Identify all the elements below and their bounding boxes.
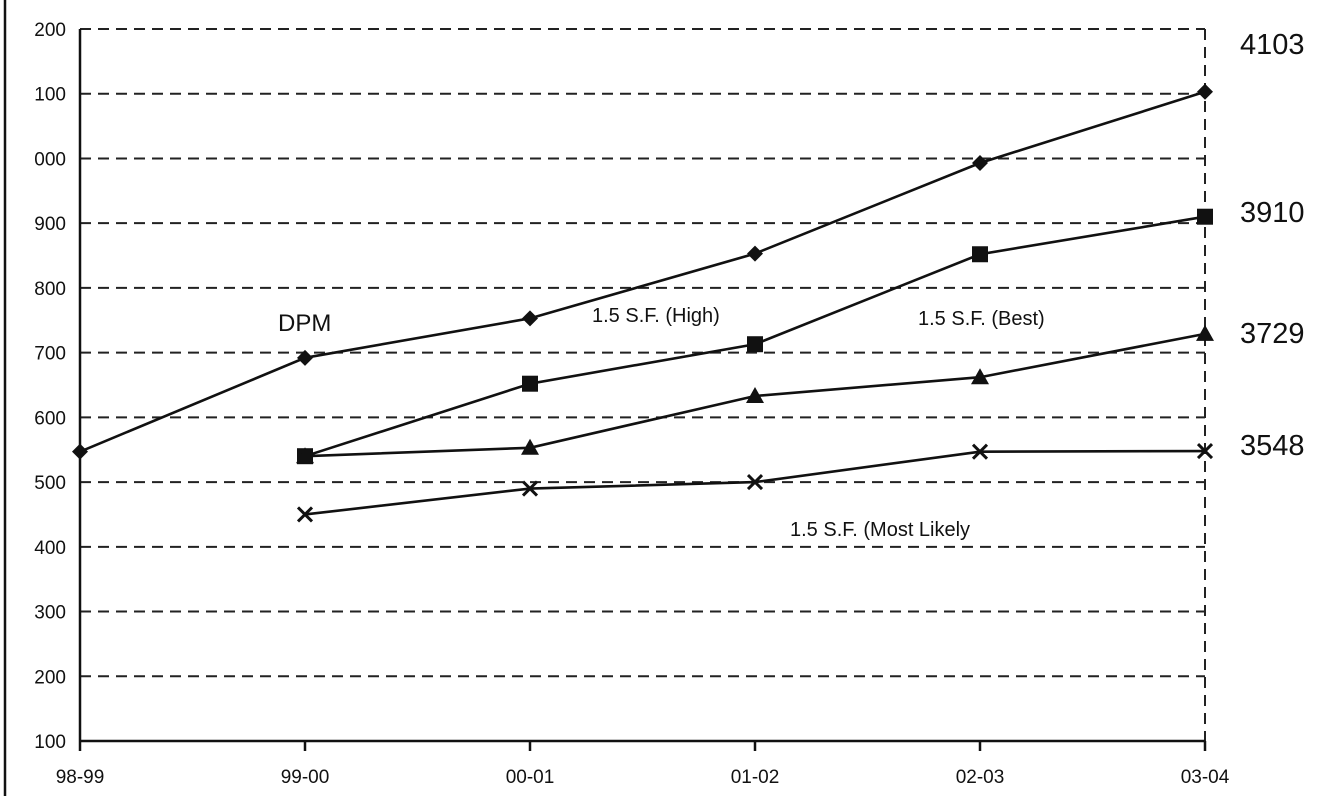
end-label-triangle: 3729 <box>1240 318 1305 350</box>
series-line-0 <box>79 90 1206 453</box>
y-tick-label-7: 500 <box>34 473 66 494</box>
annotation-high: 1.5 S.F. (High) <box>592 305 720 327</box>
marker-0-5 <box>1197 83 1213 100</box>
marker-2-0 <box>296 447 314 464</box>
gridlines <box>80 28 1206 741</box>
y-tick-label-9: 300 <box>34 603 66 624</box>
marker-2-2 <box>746 387 764 404</box>
marker-0-4 <box>972 154 988 171</box>
y-tick-label-2: 000 <box>34 149 66 170</box>
markers-layer <box>72 83 1214 523</box>
y-tick-label-5: 700 <box>34 344 66 365</box>
y-tick-label-11: 100 <box>34 732 66 753</box>
marker-2-1 <box>521 438 539 455</box>
marker-2-4 <box>1196 324 1214 341</box>
x-tick-label-3: 01-02 <box>731 767 780 788</box>
marker-0-2 <box>522 310 538 327</box>
end-label-high: 4103 <box>1240 29 1305 61</box>
annotation-dpm: DPM <box>278 310 331 337</box>
marker-2-3 <box>971 368 989 385</box>
y-tick-label-8: 400 <box>34 538 66 559</box>
annotation-most-likely: 1.5 S.F. (Most Likely <box>790 519 970 541</box>
marker-3-3 <box>971 443 989 460</box>
x-tick-label-2: 00-01 <box>506 767 555 788</box>
marker-0-3 <box>747 245 763 262</box>
y-tick-label-10: 200 <box>34 667 66 688</box>
y-tick-label-1: 100 <box>34 85 66 106</box>
marker-3-0 <box>296 506 314 523</box>
marker-0-0 <box>72 443 88 460</box>
axes <box>78 29 1207 751</box>
end-label-best: 3910 <box>1240 197 1305 229</box>
y-axis-ticks: 200 100 000 900 800 700 600 500 400 300 200 100 <box>34 20 66 753</box>
y-tick-label-6: 600 <box>34 408 66 429</box>
marker-1-1 <box>522 375 538 392</box>
marker-3-2 <box>746 474 764 491</box>
end-label-most-likely: 3548 <box>1240 430 1305 462</box>
y-tick-label-4: 800 <box>34 279 66 300</box>
y-tick-label-3: 900 <box>34 214 66 235</box>
marker-1-3 <box>972 246 988 263</box>
series-layer <box>79 90 1206 516</box>
x-tick-label-1: 99-00 <box>281 767 330 788</box>
y-tick-label-0: 200 <box>34 20 66 41</box>
x-tick-label-0: 98-99 <box>56 767 105 788</box>
annotations: DPM 1.5 S.F. (High) 1.5 S.F. (Best) 1.5 … <box>278 305 1045 541</box>
x-tick-label-4: 02-03 <box>956 767 1005 788</box>
x-axis-ticks: 98-99 99-00 00-01 01-02 02-03 03-04 <box>56 767 1230 788</box>
end-labels: 4103 3910 3729 3548 <box>1240 29 1305 462</box>
x-tick-label-5: 03-04 <box>1181 767 1230 788</box>
marker-3-4 <box>1196 442 1214 460</box>
marker-0-1 <box>297 349 313 366</box>
marker-1-4 <box>1197 208 1213 225</box>
marker-1-2 <box>747 336 763 353</box>
annotation-best: 1.5 S.F. (Best) <box>918 308 1045 330</box>
marker-3-1 <box>521 480 539 497</box>
